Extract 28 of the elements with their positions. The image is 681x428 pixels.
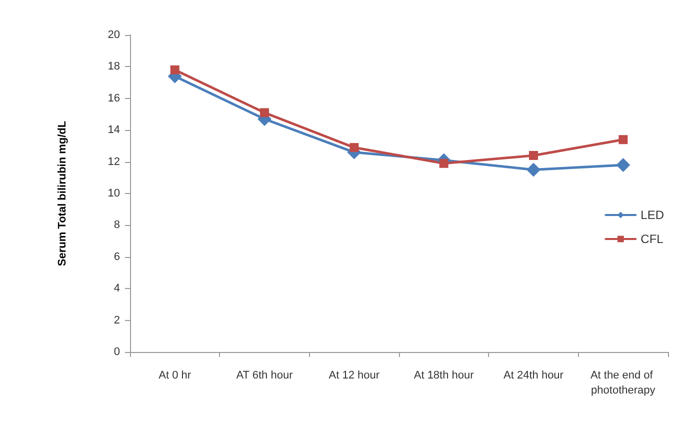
point [529,150,538,160]
y-tick-label: 4 [114,282,120,295]
y-tick-label: 10 [108,188,120,200]
point [439,158,448,168]
y-tick-label: 16 [108,92,120,104]
y-tick-label: 14 [108,124,120,136]
x-tick-label: AT 6th hour [236,370,294,382]
y-tick-label: 2 [114,314,120,326]
x-tick-label: At 12 hour [328,370,380,382]
y-tick-label: 12 [108,156,120,168]
y-tick-label: 20 [108,29,120,41]
point [526,162,540,177]
point [170,65,180,74]
legend-label: CFL [640,232,664,246]
point [260,108,269,118]
x-tick-label: At 0 hr [158,370,192,382]
point [616,158,630,172]
y-tick-label: 18 [108,60,120,73]
point [350,143,359,152]
y-tick-label: 0 [114,346,120,358]
point [618,135,628,144]
x-tick-label: At the end of phototherapy [590,370,656,396]
y-tick-label: 8 [114,219,120,232]
y-tick-label: 6 [114,250,120,263]
legend-label: LED [640,208,664,222]
x-tick-label: At 18th hour [414,370,474,382]
x-tick-label: At 24th hour [504,370,564,382]
y-axis-title: Serum Total bilirubin mg/dL [56,120,68,266]
